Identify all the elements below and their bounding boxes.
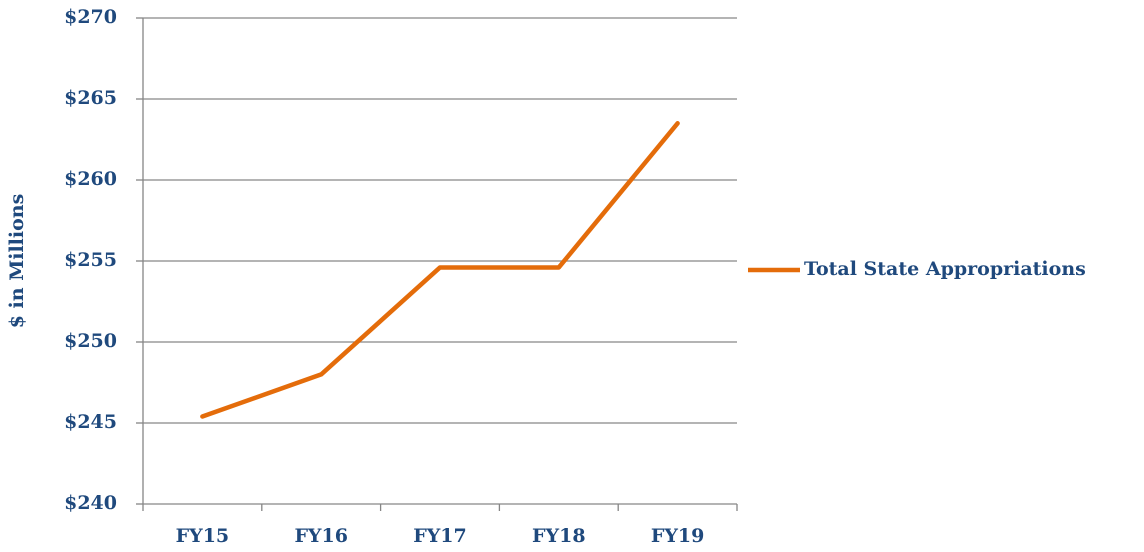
x-tick-label: FY15 (176, 525, 230, 547)
y-tick-label: $265 (64, 87, 117, 109)
x-tick-label: FY17 (413, 525, 467, 547)
line (200, 121, 680, 419)
legend-label: Total State Appropriations (804, 258, 1086, 280)
y-tick-label: $255 (64, 249, 117, 271)
y-axis-label: $ in Millions (6, 194, 28, 329)
x-tick-label: FY19 (651, 525, 705, 547)
y-tick-label: $260 (64, 168, 117, 190)
y-tick-label: $245 (64, 411, 117, 433)
y-tick-label: $270 (64, 6, 117, 28)
y-tick-label: $250 (64, 330, 117, 352)
y-tick-label: $240 (64, 492, 117, 514)
x-tick-label: FY16 (294, 525, 348, 547)
x-tick-label: FY18 (532, 525, 586, 547)
